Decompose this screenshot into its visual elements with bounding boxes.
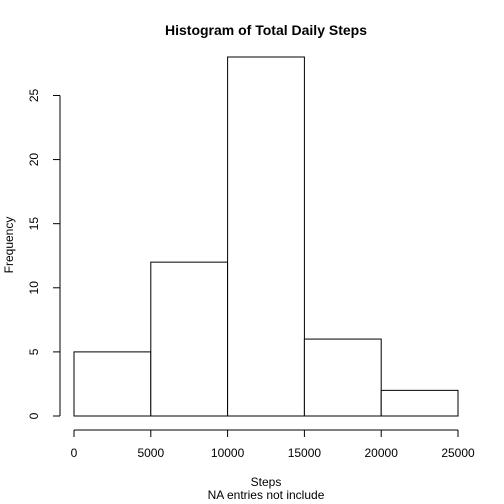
x-tick-label: 0: [71, 446, 78, 460]
x-tick-label: 20000: [365, 446, 399, 460]
y-tick-label: 15: [27, 217, 41, 231]
y-tick-label: 25: [27, 88, 41, 102]
histogram-bar-3: [303, 338, 382, 417]
x-tick-label: 25000: [441, 446, 475, 460]
y-tick-label: 5: [27, 348, 41, 355]
histogram-bar-1: [150, 261, 229, 417]
histogram-bar-2: [227, 56, 305, 417]
x-tick-label: 5000: [137, 446, 164, 460]
bars-group: [73, 56, 459, 417]
x-axis-sublabel: NA entries not include: [208, 488, 325, 502]
histogram-bar-0: [73, 351, 152, 417]
y-tick-label: 20: [27, 153, 41, 167]
y-axis-label: Frequency: [2, 217, 16, 274]
x-axis-label: Steps: [251, 475, 282, 489]
histogram-bar-4: [380, 389, 459, 417]
chart-title: Histogram of Total Daily Steps: [165, 22, 367, 38]
y-axis: 0 5 10 15 20 25: [27, 88, 61, 419]
y-tick-label: 10: [27, 281, 41, 295]
x-tick-label: 15000: [288, 446, 322, 460]
y-tick-label: 0: [27, 412, 41, 419]
x-tick-label: 10000: [211, 446, 245, 460]
x-axis: 0 5000 10000 15000 20000 25000: [71, 429, 475, 460]
